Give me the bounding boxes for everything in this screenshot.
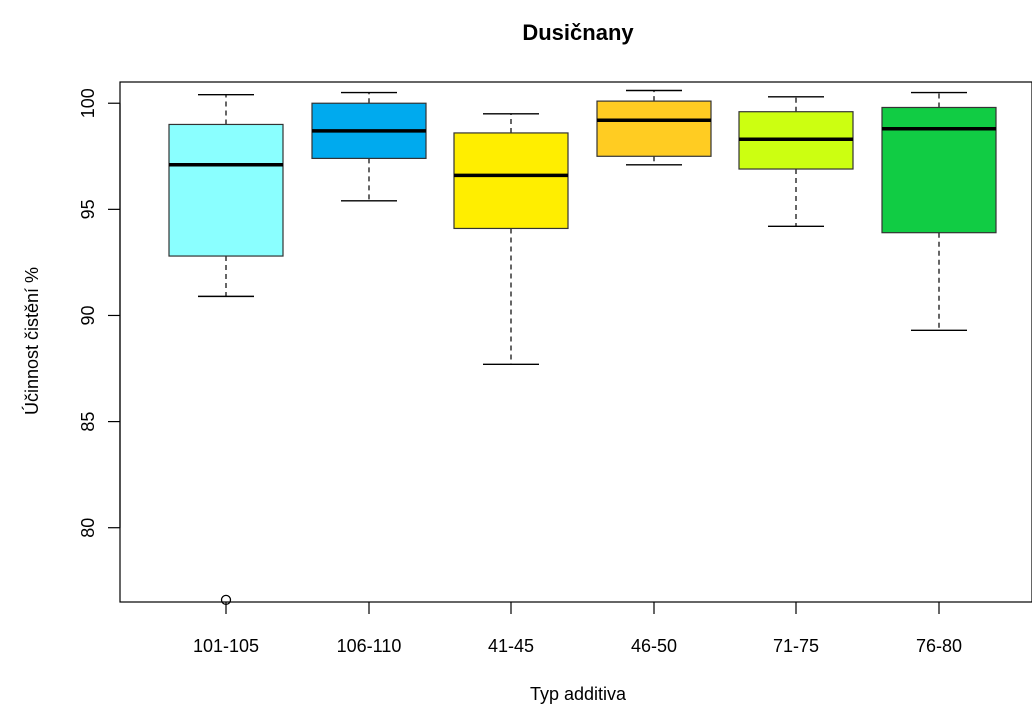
- box-106-110: [311, 91, 427, 202]
- box-series: [168, 89, 997, 606]
- box-body: [596, 100, 712, 157]
- y-tick-label: 100: [78, 88, 98, 118]
- box-body: [881, 106, 997, 234]
- x-tick-label: 106-110: [337, 636, 402, 656]
- box-71-75: [738, 96, 854, 228]
- x-tick-label: 76-80: [916, 636, 962, 656]
- box-body: [453, 132, 569, 230]
- x-tick-label: 71-75: [773, 636, 819, 656]
- box-41-45: [453, 113, 569, 365]
- box-body: [168, 123, 284, 257]
- x-axis-label: Typ additiva: [530, 684, 627, 704]
- y-axis: 80 85 90 95 100: [78, 88, 121, 538]
- box-76-80: [881, 91, 997, 332]
- box-46-50: [596, 89, 712, 166]
- y-axis-label: Účinnost čistění %: [21, 267, 42, 415]
- x-tick-label: 46-50: [631, 636, 677, 656]
- y-tick-label: 90: [78, 305, 98, 325]
- outlier-point: [220, 594, 232, 606]
- x-tick-label: 101-105: [193, 636, 259, 656]
- chart-title: Dusičnany: [522, 20, 634, 45]
- x-tick-label: 41-45: [488, 636, 534, 656]
- y-tick-label: 95: [78, 199, 98, 219]
- x-axis: 101-105 106-110 41-45 46-50 71-75 76-80: [193, 602, 962, 656]
- box-101-105: [168, 94, 284, 606]
- y-tick-label: 80: [78, 518, 98, 538]
- y-tick-label: 85: [78, 412, 98, 432]
